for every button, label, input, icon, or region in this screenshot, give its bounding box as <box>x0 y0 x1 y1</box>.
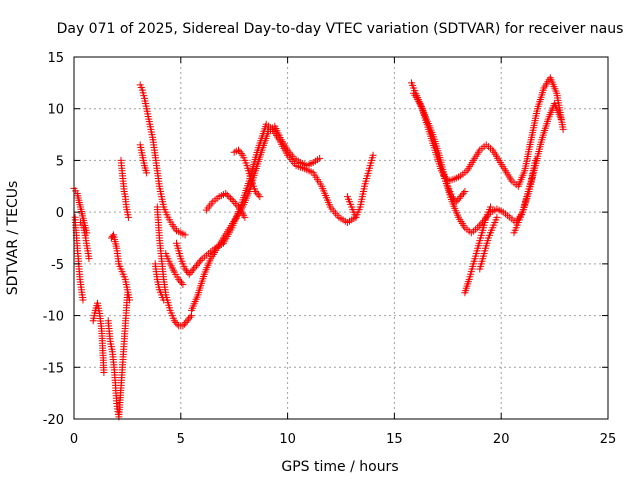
data-point <box>85 255 93 263</box>
data-point <box>458 191 466 199</box>
series-arc-p <box>230 146 264 201</box>
data-point <box>559 125 567 133</box>
y-tick-label: 15 <box>47 51 64 66</box>
points-layer <box>70 74 567 421</box>
y-tick-label: -5 <box>51 258 64 273</box>
y-tick-label: 0 <box>56 206 64 221</box>
series-arc-j <box>153 203 195 330</box>
series-arc-c <box>76 219 93 263</box>
data-point <box>223 191 231 199</box>
data-point <box>477 220 485 228</box>
data-point <box>254 191 262 199</box>
x-tick-label: 15 <box>386 432 403 447</box>
data-point <box>222 190 230 197</box>
data-point <box>241 213 249 221</box>
data-point <box>179 322 187 330</box>
data-point <box>316 154 324 162</box>
data-point <box>227 194 234 202</box>
data-point <box>183 317 191 325</box>
series-arc-h <box>136 81 189 239</box>
data-point <box>233 201 241 209</box>
chart-title: Day 071 of 2025, Sidereal Day-to-day VTE… <box>57 21 624 37</box>
y-axis-label: SDTVAR / TECUs <box>5 181 21 296</box>
series-arc-a <box>70 184 91 237</box>
data-point <box>230 198 238 205</box>
series-arc-v <box>476 213 501 273</box>
series-arc-e <box>104 291 131 421</box>
grid-layer <box>74 57 608 419</box>
series-arc-l <box>162 250 187 289</box>
x-tick-label: 5 <box>177 432 185 447</box>
data-point <box>181 231 189 239</box>
data-point <box>487 203 495 211</box>
y-tick-label: 10 <box>47 103 64 118</box>
x-tick-label: 20 <box>493 432 510 447</box>
data-point <box>172 319 180 326</box>
x-axis-label: GPS time / hours <box>281 459 398 475</box>
data-point <box>475 222 483 230</box>
y-tick-label: 5 <box>56 154 64 169</box>
data-point <box>191 263 199 271</box>
series-arc-i <box>136 141 151 177</box>
ticks-layer: 0 5 10 15 20 25 15 10 5 0 -5 -10 -15 -20 <box>43 51 617 447</box>
series-arc-t <box>440 172 469 206</box>
data-point <box>179 281 187 289</box>
data-point <box>493 213 501 221</box>
data-point <box>225 193 233 201</box>
data-point <box>126 296 134 304</box>
data-point <box>124 213 132 221</box>
series-arc-w <box>510 156 539 237</box>
data-point <box>460 189 467 197</box>
series-arc-u <box>461 203 495 297</box>
series-arc-f <box>107 231 134 304</box>
y-tick-label: -20 <box>43 413 64 428</box>
x-tick-label: 0 <box>70 432 78 447</box>
series-arc-n <box>188 122 324 314</box>
series-arc-k <box>151 260 168 304</box>
series-arc-g <box>117 156 132 221</box>
y-tick-label: -15 <box>43 361 64 376</box>
data-point <box>452 198 460 206</box>
data-point <box>457 193 465 201</box>
data-point <box>195 258 203 266</box>
plot-frame <box>73 56 609 420</box>
series-arc-q <box>343 151 377 221</box>
series-arc-d <box>89 299 108 376</box>
data-point <box>228 196 236 204</box>
data-point <box>557 115 565 123</box>
x-tick-label: 25 <box>600 432 617 447</box>
data-point <box>231 199 239 207</box>
data-point <box>176 277 184 285</box>
data-point <box>197 256 205 264</box>
data-point <box>461 187 469 195</box>
data-point <box>186 313 194 321</box>
data-point <box>237 150 245 157</box>
data-point <box>143 169 151 177</box>
data-point <box>178 279 185 287</box>
data-point <box>173 320 181 328</box>
data-point <box>185 315 193 323</box>
series-arc-o <box>202 190 249 221</box>
series-arc-m <box>173 120 360 278</box>
data-point <box>531 156 539 164</box>
data-point <box>369 151 377 159</box>
data-point <box>79 296 87 304</box>
x-tick-label: 10 <box>279 432 296 447</box>
data-point <box>256 193 264 201</box>
data-point <box>100 368 108 376</box>
data-point <box>190 265 198 273</box>
y-tick-label: -10 <box>43 310 64 325</box>
data-point <box>160 296 168 304</box>
data-point <box>185 270 193 278</box>
